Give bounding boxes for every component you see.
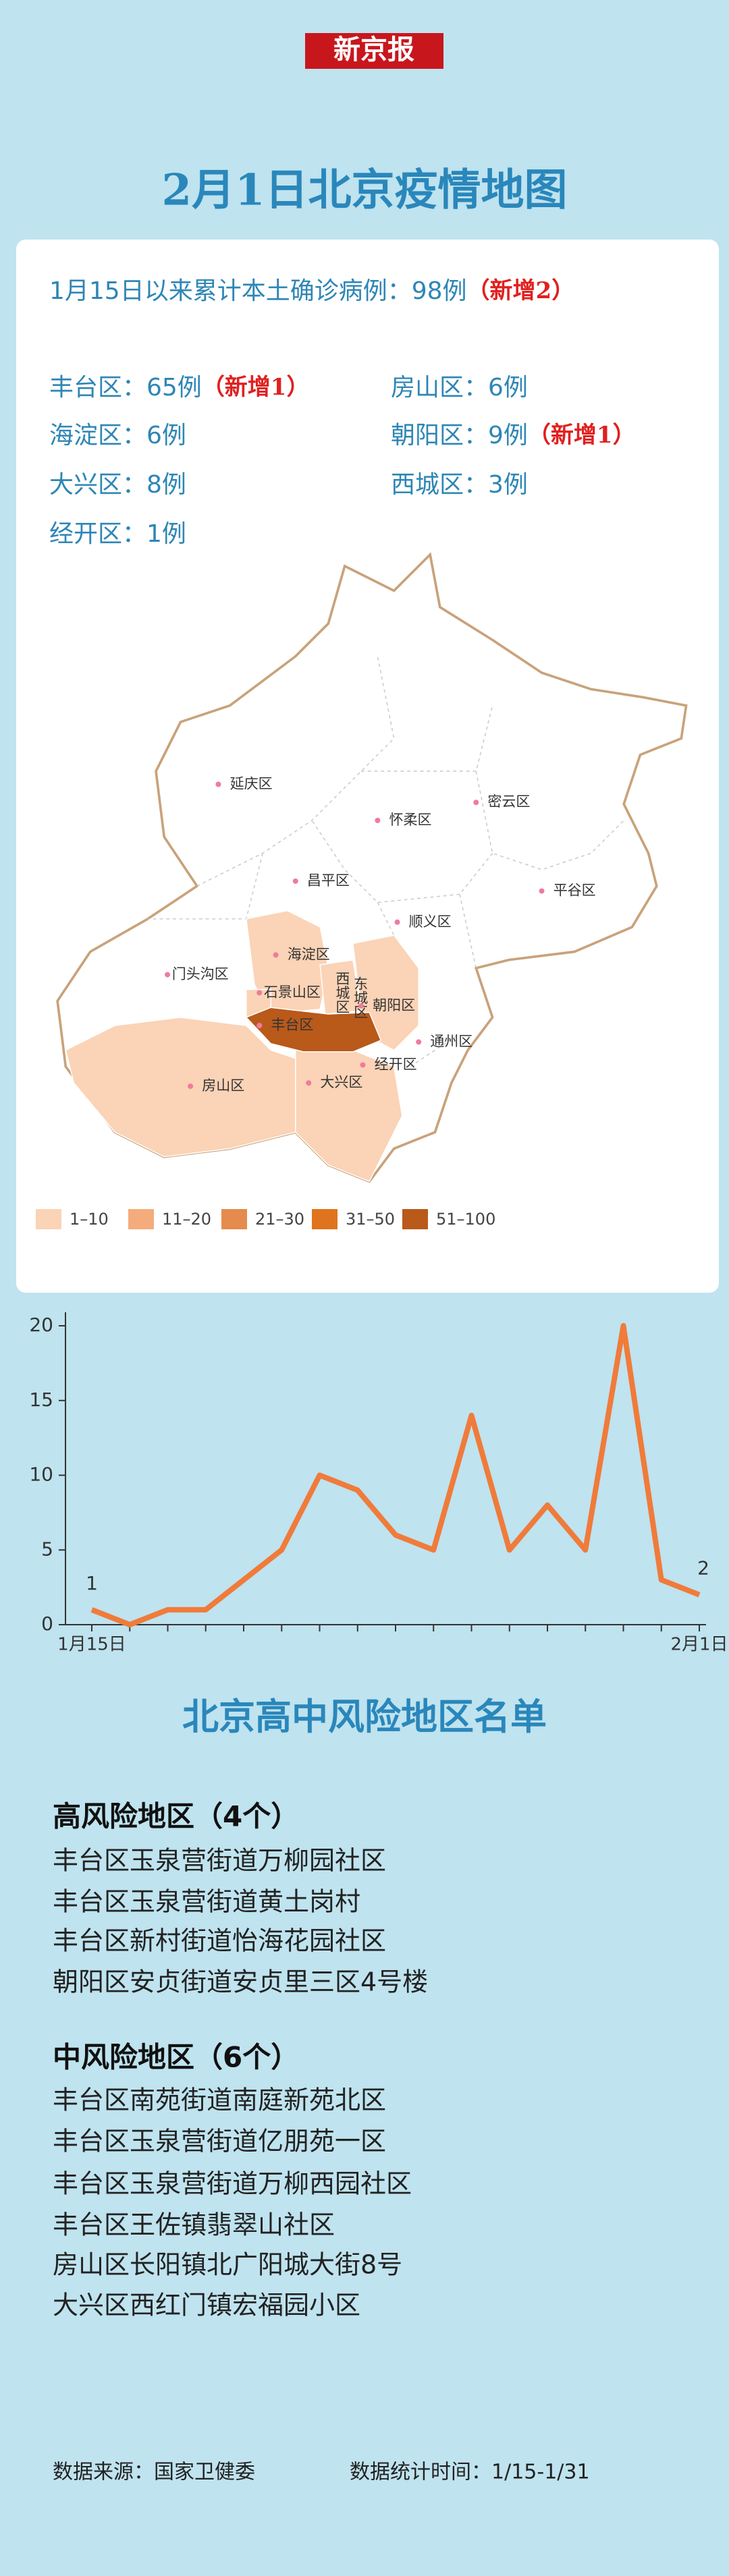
map-label: 怀柔区 <box>389 812 432 828</box>
footer-source: 数据来源：国家卫健委 <box>53 2461 255 2484</box>
risk-item: 大兴区西红门镇宏福园小区 <box>53 2291 360 2320</box>
risk-item: 丰台区玉泉营街道黄土岗村 <box>53 1887 360 1917</box>
district-stat: 朝阳区：9例（新增1） <box>391 422 636 449</box>
district-stat: 经开区：1例 <box>49 520 186 548</box>
risk-item: 房山区长阳镇北广阳城大街8号 <box>53 2250 402 2280</box>
map-label: 昌平区 <box>307 872 350 889</box>
brand: 新京报 <box>333 34 414 65</box>
district-stat: 房山区：6例 <box>391 374 528 401</box>
map-dot <box>165 972 171 978</box>
x-tick-label: 1月15日 <box>57 1635 126 1655</box>
map-dot <box>375 818 381 823</box>
map-label: 东城区 <box>352 976 369 1019</box>
district-text: 房山区：6例 <box>391 374 528 401</box>
map-dot <box>273 952 279 958</box>
map-dot <box>394 919 400 925</box>
legend-label: 1–10 <box>70 1210 109 1229</box>
map-dot <box>416 1039 422 1045</box>
district-text: 朝阳区：9例 <box>391 422 528 449</box>
map-dot <box>292 878 298 884</box>
district-text: 丰台区：65例 <box>49 374 202 401</box>
x-tick-label: 2月1日 <box>670 1635 728 1655</box>
risk-item: 丰台区南苑街道南庭新苑北区 <box>53 2085 386 2115</box>
risk-title: 北京高中风险地区名单 <box>182 1695 547 1738</box>
legend-swatch <box>128 1209 154 1229</box>
map-label: 朝阳区 <box>373 997 415 1013</box>
risk-item: 丰台区玉泉营街道万柳园社区 <box>53 1846 386 1876</box>
legend-label: 51–100 <box>436 1210 495 1229</box>
district-stat: 丰台区：65例（新增1） <box>49 374 309 401</box>
district-text: 海淀区：6例 <box>49 422 186 449</box>
page-title: 2月1日北京疫情地图 <box>161 165 567 216</box>
risk-heading: 中风险地区（6个） <box>53 2041 299 2074</box>
y-tick-label: 0 <box>41 1613 53 1635</box>
district-text: 西城区：3例 <box>391 471 528 499</box>
legend-label: 21–30 <box>255 1210 304 1229</box>
summary-text: 1月15日以来累计本土确诊病例：98例 <box>49 277 467 305</box>
fengtai-region <box>245 1007 382 1053</box>
legend-swatch <box>402 1209 428 1229</box>
risk-item: 丰台区王佐镇翡翠山社区 <box>53 2210 335 2240</box>
map-label: 顺义区 <box>409 914 452 930</box>
map-dot <box>473 800 479 806</box>
legend-swatch <box>221 1209 247 1229</box>
district-stat: 大兴区：8例 <box>49 471 186 499</box>
data-label: 1 <box>86 1572 98 1594</box>
map-dot <box>256 1023 263 1028</box>
map-label: 门头沟区 <box>172 966 229 982</box>
daxing-region <box>295 1049 403 1182</box>
district-text: 经开区：1例 <box>49 520 186 548</box>
risk-item: 丰台区玉泉营街道万柳西园社区 <box>53 2169 412 2199</box>
footer-period: 数据统计时间：1/15-1/31 <box>350 2461 590 2484</box>
map-dot <box>539 888 545 894</box>
map-label: 海淀区 <box>288 946 330 962</box>
map <box>56 552 688 1183</box>
legend-swatch <box>312 1209 338 1229</box>
risk-item: 丰台区玉泉营街道亿朋苑一区 <box>53 2127 386 2156</box>
risk-heading: 高风险地区（4个） <box>53 1800 299 1833</box>
y-tick-label: 5 <box>41 1538 53 1560</box>
summary-new: （新增2） <box>467 277 575 304</box>
risk-item: 丰台区新村街道怡海花园社区 <box>53 1926 386 1956</box>
map-label: 平谷区 <box>554 883 596 899</box>
map-label: 通州区 <box>430 1033 473 1049</box>
map-dot <box>256 990 263 996</box>
map-dot <box>215 781 221 787</box>
data-label: 2 <box>697 1557 709 1579</box>
y-tick-label: 10 <box>29 1463 53 1486</box>
map-dot <box>358 1003 364 1009</box>
map-label: 经开区 <box>375 1056 417 1072</box>
map-label: 大兴区 <box>320 1074 362 1090</box>
map-label: 房山区 <box>202 1077 244 1094</box>
y-tick-label: 15 <box>29 1389 53 1411</box>
map-label: 延庆区 <box>230 775 273 791</box>
district-new: （新增1） <box>202 374 310 401</box>
map-label: 密云区 <box>487 793 530 810</box>
map-dot <box>306 1080 312 1086</box>
y-tick-label: 20 <box>29 1314 53 1336</box>
risk-item: 朝阳区安贞街道安贞里三区4号楼 <box>53 1967 428 1997</box>
legend-swatch <box>36 1209 61 1229</box>
map-dot <box>188 1083 194 1089</box>
summary: 1月15日以来累计本土确诊病例：98例（新增2） <box>49 277 574 305</box>
map-label: 石景山区 <box>264 984 321 1000</box>
legend-label: 31–50 <box>346 1210 395 1229</box>
map-dot <box>360 1062 366 1068</box>
map-label: 西城区 <box>334 972 350 1014</box>
map-label: 丰台区 <box>271 1017 313 1033</box>
district-stat: 海淀区：6例 <box>49 422 186 449</box>
district-text: 大兴区：8例 <box>49 471 186 499</box>
district-new: （新增1） <box>528 422 636 449</box>
line-series <box>90 1323 701 1627</box>
legend-label: 11–20 <box>162 1210 211 1229</box>
brand-box <box>305 33 443 69</box>
district-stat: 西城区：3例 <box>391 471 528 499</box>
